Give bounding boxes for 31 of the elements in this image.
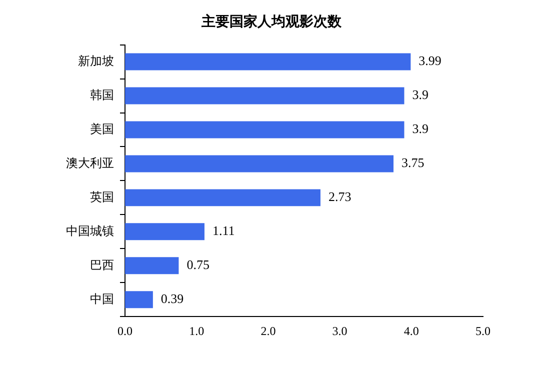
y-tick-label: 中国城镇 bbox=[66, 224, 114, 238]
data-label: 2.73 bbox=[328, 189, 352, 204]
bar bbox=[125, 87, 404, 104]
data-label: 1.11 bbox=[212, 223, 235, 238]
bar bbox=[125, 121, 404, 138]
bar bbox=[125, 189, 320, 206]
x-tick-label: 4.0 bbox=[404, 324, 419, 338]
data-label: 3.9 bbox=[412, 121, 428, 136]
y-tick-label: 巴西 bbox=[90, 258, 114, 272]
bar bbox=[125, 257, 179, 274]
y-tick-label: 澳大利亚 bbox=[66, 156, 114, 170]
y-tick-label: 英国 bbox=[90, 190, 114, 204]
x-tick-label: 1.0 bbox=[189, 324, 204, 338]
data-label: 3.99 bbox=[418, 53, 442, 68]
data-label: 0.39 bbox=[160, 291, 184, 306]
bar bbox=[125, 155, 394, 172]
data-label: 0.75 bbox=[186, 257, 210, 272]
x-tick-label: 3.0 bbox=[332, 324, 348, 338]
x-tick-label: 0.0 bbox=[118, 324, 132, 338]
x-tick-label: 2.0 bbox=[260, 324, 276, 338]
y-tick-label: 韩国 bbox=[90, 88, 114, 102]
data-label: 3.9 bbox=[412, 87, 428, 102]
chart-title: 主要国家人均观影次数 bbox=[200, 13, 342, 30]
bar bbox=[125, 291, 153, 308]
y-tick-label: 中国 bbox=[90, 292, 114, 306]
y-tick-label: 美国 bbox=[90, 122, 114, 136]
x-tick-label: 5.0 bbox=[476, 324, 490, 338]
y-tick-label: 新加坡 bbox=[78, 54, 114, 68]
bar bbox=[125, 223, 204, 240]
data-label: 3.75 bbox=[402, 155, 424, 170]
bar bbox=[125, 53, 411, 70]
